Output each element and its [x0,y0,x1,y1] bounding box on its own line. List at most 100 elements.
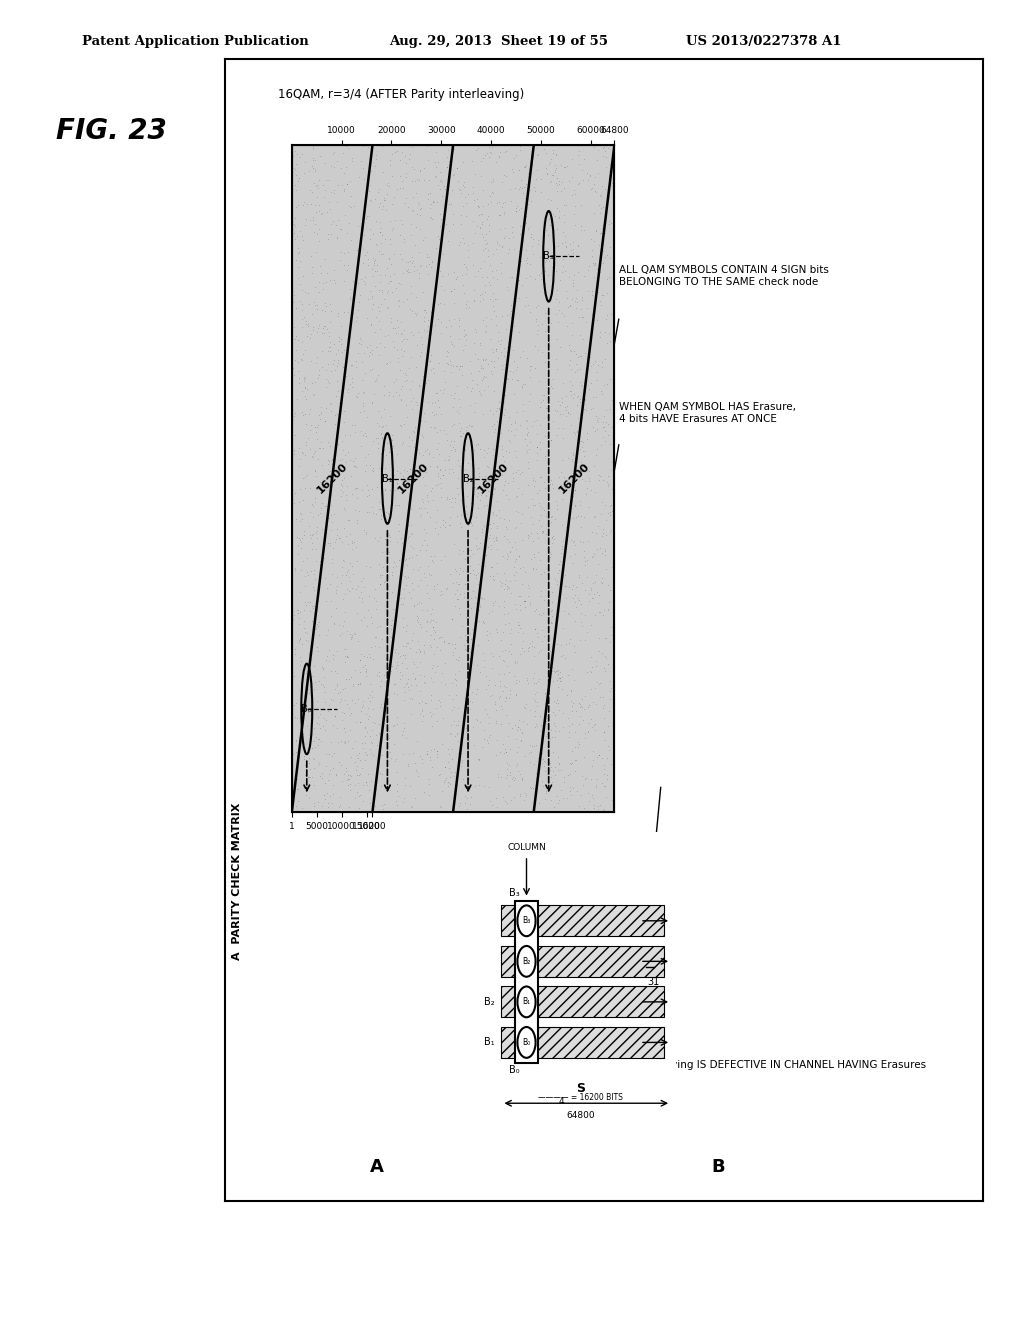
Point [606,669,623,690]
Point [332,218,348,239]
Point [494,465,510,486]
Point [422,750,438,771]
Point [470,562,486,583]
Point [460,508,476,529]
Point [594,772,610,793]
Point [402,379,419,400]
Point [335,615,351,636]
Point [526,601,543,622]
Point [288,197,304,218]
Point [431,627,447,648]
Point [604,624,621,645]
Point [376,664,392,685]
Point [420,149,436,170]
Point [394,635,411,656]
Point [354,479,371,500]
Point [569,731,586,752]
Point [549,747,565,768]
Point [434,172,451,193]
Point [343,556,359,577]
Point [587,267,603,288]
Point [406,595,422,616]
Point [465,210,481,231]
Point [398,727,415,748]
Point [367,795,383,816]
Point [306,603,323,624]
Point [457,785,473,807]
Point [568,354,585,375]
Point [549,329,565,350]
Point [545,165,561,186]
Point [471,334,487,355]
Point [570,425,587,446]
Point [447,714,464,735]
Point [394,214,411,235]
Point [512,169,528,190]
Point [288,758,304,779]
Point [468,709,484,730]
Point [414,599,430,620]
Point [371,300,387,321]
Point [325,549,341,570]
Point [543,430,559,451]
Point [382,234,398,255]
Point [447,595,464,616]
Point [531,466,548,487]
Point [465,636,481,657]
Point [382,211,398,232]
Point [578,312,594,333]
Point [538,143,554,164]
Point [319,770,336,791]
Point [337,730,353,751]
Point [583,228,599,249]
Point [556,766,572,787]
Point [588,777,604,799]
Point [384,165,400,186]
Point [411,191,427,213]
Point [517,205,534,226]
Point [390,384,407,405]
Point [477,556,494,577]
Point [461,594,477,615]
Point [466,290,482,312]
Point [593,503,609,524]
Point [547,206,563,227]
Point [432,170,449,191]
Point [603,451,620,473]
Point [561,632,578,653]
Point [306,672,323,693]
Point [364,719,380,741]
Point [441,309,458,330]
Point [527,690,544,711]
Point [449,722,465,743]
Point [432,696,449,717]
Point [302,527,318,548]
Point [459,630,475,651]
Point [471,775,487,796]
Point [293,503,309,524]
Point [306,384,323,405]
Point [583,178,599,199]
Point [470,635,486,656]
Point [467,775,483,796]
Point [294,300,310,321]
Point [413,409,429,430]
Point [415,705,431,726]
Point [302,350,318,371]
Point [573,573,590,594]
Point [367,249,383,271]
Point [542,560,558,581]
Point [359,763,376,784]
Point [379,721,395,742]
Point [583,164,599,185]
Point [439,263,456,284]
Point [291,630,307,651]
Point [462,545,478,566]
Point [441,685,458,706]
Point [348,764,365,785]
Point [298,548,314,569]
Point [560,602,577,623]
Point [307,422,324,444]
Point [322,436,338,457]
Point [296,281,312,302]
